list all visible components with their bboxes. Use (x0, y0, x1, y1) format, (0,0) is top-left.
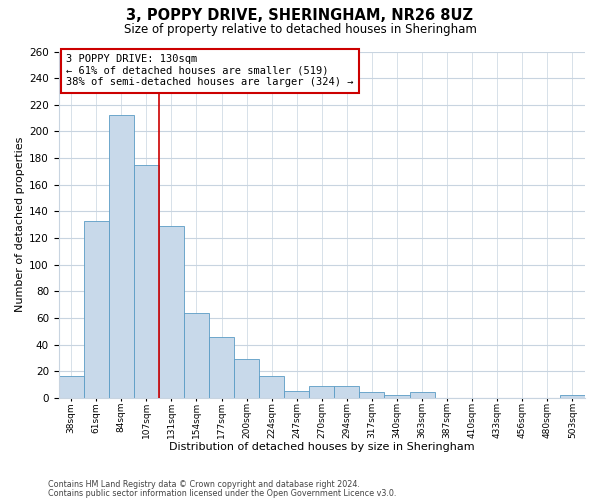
Y-axis label: Number of detached properties: Number of detached properties (15, 137, 25, 312)
Bar (259, 376, 284, 398)
Bar (84, 220, 109, 398)
Bar (159, 226, 184, 398)
Bar (234, 359, 259, 398)
Bar (209, 336, 234, 398)
Bar (560, 395, 585, 398)
Bar (385, 395, 410, 398)
Text: Size of property relative to detached houses in Sheringham: Size of property relative to detached ho… (124, 22, 476, 36)
Bar (359, 392, 385, 398)
Bar (134, 164, 159, 398)
Text: Contains HM Land Registry data © Crown copyright and database right 2024.: Contains HM Land Registry data © Crown c… (48, 480, 360, 489)
Bar (184, 312, 209, 398)
X-axis label: Distribution of detached houses by size in Sheringham: Distribution of detached houses by size … (169, 442, 475, 452)
Text: Contains public sector information licensed under the Open Government Licence v3: Contains public sector information licen… (48, 488, 397, 498)
Bar (410, 392, 434, 398)
Bar (109, 116, 134, 398)
Bar (334, 386, 359, 398)
Text: 3 POPPY DRIVE: 130sqm
← 61% of detached houses are smaller (519)
38% of semi-det: 3 POPPY DRIVE: 130sqm ← 61% of detached … (66, 54, 353, 88)
Bar (284, 391, 309, 398)
Bar (309, 386, 334, 398)
Bar (59, 376, 84, 398)
Text: 3, POPPY DRIVE, SHERINGHAM, NR26 8UZ: 3, POPPY DRIVE, SHERINGHAM, NR26 8UZ (127, 8, 473, 22)
